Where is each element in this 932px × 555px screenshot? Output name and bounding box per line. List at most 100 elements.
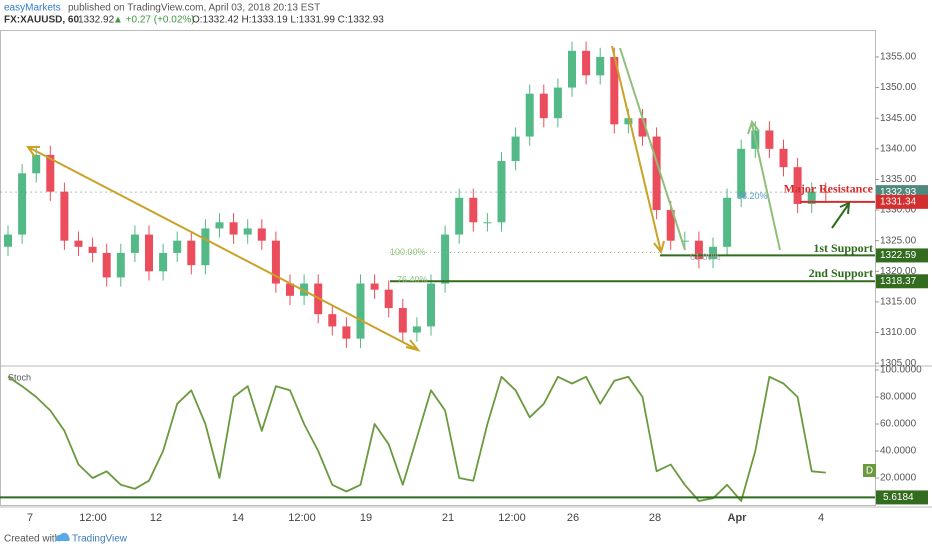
candle-body xyxy=(469,197,478,223)
symbol: FX:XAUUSD, 60 xyxy=(4,15,79,26)
y-tick-label: 1310.00 xyxy=(880,327,917,338)
candle-body xyxy=(201,228,210,266)
candle-body xyxy=(271,240,280,284)
candle-body xyxy=(342,326,351,339)
candle-body xyxy=(229,222,238,235)
candle-body xyxy=(568,50,576,88)
y-tick-label: 100.0000 xyxy=(880,365,922,376)
candle-body xyxy=(116,252,125,278)
candle-body xyxy=(427,283,435,327)
candle-body xyxy=(652,136,661,211)
logo xyxy=(55,532,70,541)
candle-body xyxy=(4,234,12,247)
level-tag-label: 5.6184 xyxy=(883,492,914,503)
candle-body xyxy=(46,154,55,192)
y-tick-label: 1340.00 xyxy=(880,143,917,154)
arrow-head xyxy=(405,339,421,352)
x-tick-label: 12:00 xyxy=(288,512,316,524)
y-tick-label: 1355.00 xyxy=(880,52,917,63)
candle-body xyxy=(286,283,294,296)
published: published on TradingView.com, April 03, … xyxy=(68,3,320,14)
x-tick-label: 14 xyxy=(232,512,244,524)
y-tick-label: 80.0000 xyxy=(880,392,917,403)
indicator-title: Stoch xyxy=(8,372,31,382)
trend-arrow xyxy=(27,146,419,351)
candle-body xyxy=(159,252,168,272)
price-tag xyxy=(876,248,928,263)
candle-body xyxy=(102,252,111,278)
y-tick-label: 1335.00 xyxy=(880,174,917,185)
arrow-head xyxy=(839,201,851,215)
candle-body xyxy=(680,240,689,242)
candle-body xyxy=(215,222,224,229)
y-tick-label: 40.0000 xyxy=(880,446,917,457)
x-tick-label: 26 xyxy=(567,512,579,524)
candle-body xyxy=(74,240,83,247)
y-tick-label: 20.0000 xyxy=(880,473,917,484)
candle-body xyxy=(723,197,732,247)
projection-arrow xyxy=(619,47,686,251)
x-tick-label: 12 xyxy=(150,512,162,524)
candle-body xyxy=(370,283,379,290)
fib-label: 61.80% xyxy=(690,252,721,262)
candle-body xyxy=(793,167,802,204)
last: 1332.92 xyxy=(78,15,115,26)
fib-label: 76.40% xyxy=(397,275,428,285)
y-tick-label: 1350.00 xyxy=(880,82,917,93)
candle-body xyxy=(483,222,492,224)
candle-body xyxy=(553,87,562,119)
footer-brand[interactable]: TradingView xyxy=(72,534,128,545)
candle-body xyxy=(145,234,153,272)
pane-border xyxy=(0,30,876,506)
candle-body xyxy=(582,50,591,76)
level-tag xyxy=(876,490,928,505)
trend-arrow xyxy=(611,45,662,253)
stoch-line xyxy=(7,375,826,502)
candle-body xyxy=(694,240,703,260)
price-tag-label: 1331.34 xyxy=(880,196,917,207)
candle-body xyxy=(596,56,605,76)
candle-body xyxy=(779,148,788,168)
x-tick-label: 4 xyxy=(818,512,824,524)
y-tick-label: 1330.00 xyxy=(880,205,917,216)
candle-body xyxy=(356,283,365,339)
marker-box xyxy=(863,464,876,477)
candle-body xyxy=(539,93,548,119)
annotation: 1st Support xyxy=(813,241,873,255)
candle-body xyxy=(173,240,182,253)
candle-body xyxy=(60,191,69,241)
candle-body xyxy=(398,308,407,333)
arrow-head xyxy=(747,119,760,135)
price-tag xyxy=(876,274,928,289)
candle-body xyxy=(18,173,27,235)
drawings xyxy=(26,45,851,352)
candle-body xyxy=(666,210,675,241)
candle-body xyxy=(807,191,816,204)
candle-body xyxy=(737,148,746,198)
author[interactable]: easyMarkets xyxy=(4,3,61,14)
footer: Created with TradingView xyxy=(4,532,128,545)
candle-body xyxy=(455,197,464,235)
x-tick-label: 21 xyxy=(442,512,454,524)
candle-body xyxy=(511,136,520,162)
x-tick-label: 28 xyxy=(649,512,661,524)
candle-body xyxy=(709,246,717,260)
y-tick-label: 1320.00 xyxy=(880,266,917,277)
candle-body xyxy=(765,130,774,149)
arrow-head xyxy=(653,240,665,255)
ohlc: O:1332.42 H:1333.19 L:1331.99 C:1332.93 xyxy=(192,15,384,26)
fib-label: 100.00% xyxy=(390,247,426,257)
price-tag-label: 1318.37 xyxy=(880,276,917,287)
price-tag-label: 1332.93 xyxy=(880,187,917,198)
x-tick-label: 12:00 xyxy=(498,512,526,524)
fib-label: 38.20% xyxy=(737,191,768,201)
x-tick-label: 12:00 xyxy=(79,512,107,524)
candle-body xyxy=(243,228,252,235)
price-tag xyxy=(876,194,928,209)
change: ▲ +0.27 (+0.02%) xyxy=(113,15,195,26)
candle-body xyxy=(525,93,534,137)
arrow xyxy=(831,204,849,229)
annotation: 2nd Support xyxy=(809,266,873,280)
x-tick-label: Apr xyxy=(728,512,748,524)
candle-body xyxy=(384,289,393,309)
